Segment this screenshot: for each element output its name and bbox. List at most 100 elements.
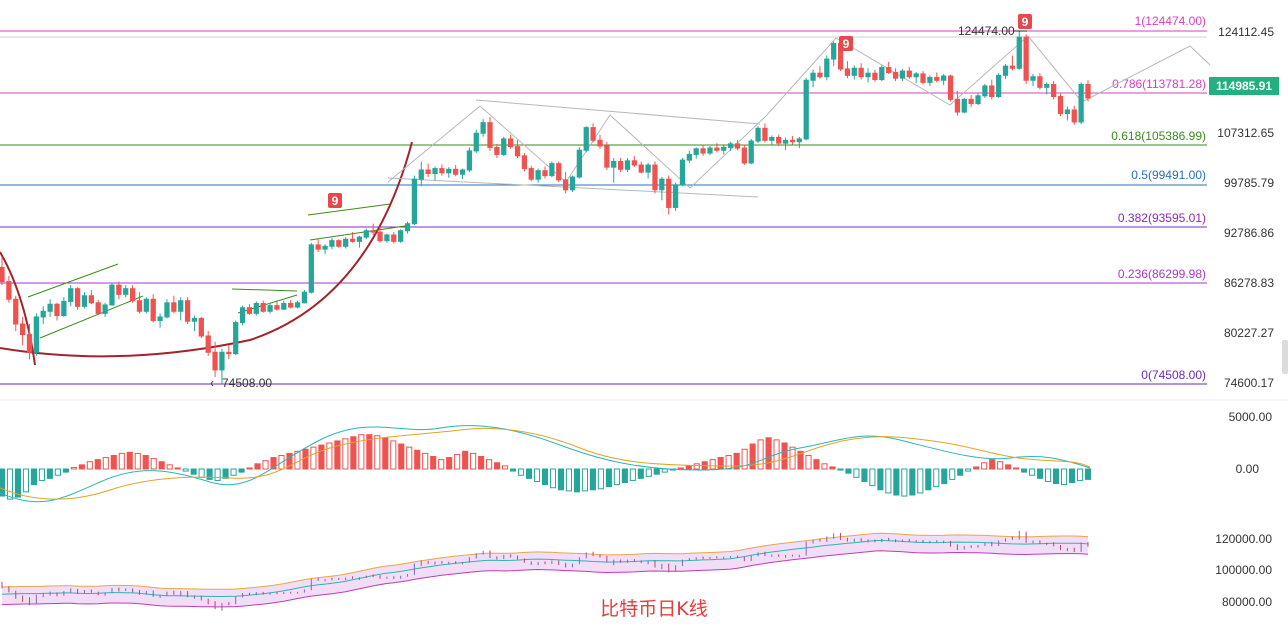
macd-bar <box>917 468 924 494</box>
macd-bar <box>94 459 101 470</box>
macd-bar <box>398 443 405 470</box>
candle-body <box>947 75 954 100</box>
macd-bar <box>102 457 109 470</box>
candle-body <box>432 168 438 175</box>
macd-bar <box>254 463 261 470</box>
y-tick-label: 107312.65 <box>1217 126 1274 140</box>
candle-body <box>178 300 184 312</box>
macd-bar <box>821 463 828 470</box>
candle-body <box>954 98 961 113</box>
macd-bar <box>446 457 453 470</box>
macd-bar <box>805 454 812 470</box>
macd-bar <box>957 468 964 476</box>
macd-bar <box>110 454 117 470</box>
candle-body <box>727 143 734 148</box>
candle-body <box>1044 84 1050 88</box>
candle-body <box>198 317 204 337</box>
channel-lower-1 <box>39 295 144 339</box>
candle-body <box>398 230 404 242</box>
candle-body <box>645 164 651 173</box>
macd-bar <box>693 463 700 470</box>
macd-bar <box>134 452 141 470</box>
y-tick-label: 124112.45 <box>1218 25 1274 39</box>
candle-body <box>865 72 871 78</box>
macd-bar <box>877 468 884 491</box>
candle-body <box>1051 84 1057 98</box>
candle-body <box>892 71 899 79</box>
candle-body <box>569 176 576 191</box>
macd-bar <box>422 452 429 470</box>
candle-body <box>941 75 947 81</box>
candle-body <box>803 79 809 140</box>
candle-body <box>906 70 912 78</box>
candle-body <box>370 230 376 233</box>
candle-body <box>549 163 555 177</box>
candle-body <box>734 143 741 149</box>
macd-bar <box>150 458 157 470</box>
macd-bar <box>62 468 69 473</box>
candle-body <box>47 303 53 312</box>
mini-candle-series <box>1 530 1089 611</box>
candle-body <box>700 148 706 154</box>
macd-bar <box>765 437 772 470</box>
macd-bar <box>142 454 149 470</box>
drawing-tools <box>0 35 1211 366</box>
macd-bar <box>981 462 988 470</box>
y-tick-label: 99785.79 <box>1224 176 1274 190</box>
fib-label-05: 0.5(99491.00) <box>1131 168 1206 182</box>
candle-body <box>226 351 232 355</box>
macd-bar <box>86 461 93 470</box>
macd-bar <box>118 452 125 470</box>
candle-body <box>927 76 933 83</box>
macd-bar <box>198 468 205 478</box>
macd-bar <box>685 465 692 470</box>
macd-bar <box>829 466 836 470</box>
candle-body <box>782 139 789 144</box>
candle-body <box>501 138 507 155</box>
high-annotation: 124474.00 <box>958 24 1015 38</box>
candle-body <box>54 303 60 317</box>
axis-scroll-handle[interactable] <box>1282 340 1288 374</box>
macd-bar <box>621 468 628 484</box>
candle-body <box>439 168 445 174</box>
macd-bar <box>525 468 533 479</box>
candle-body <box>315 244 321 250</box>
candle-body <box>260 303 266 312</box>
candle-body <box>851 67 857 76</box>
candle-body <box>116 284 122 295</box>
chart-caption: 比特币日K线 <box>600 598 707 620</box>
current-price-tag <box>1209 77 1279 95</box>
wave-path-2 <box>765 35 1211 117</box>
macd-bar <box>973 466 980 470</box>
macd-bar <box>605 468 612 488</box>
candle-body <box>590 127 596 141</box>
triangle-upper-2 <box>307 203 391 216</box>
candle-body <box>508 138 514 148</box>
candle-body <box>102 304 108 314</box>
candle-body <box>356 236 363 242</box>
macd-bar <box>182 468 189 472</box>
macd-bar <box>637 468 644 479</box>
macd-bar <box>54 468 61 476</box>
candle-body <box>1037 76 1043 88</box>
candle-body <box>576 149 582 178</box>
macd-bar <box>725 454 732 470</box>
candle-body <box>171 302 177 312</box>
candle-body <box>13 298 19 325</box>
candle-body <box>33 316 39 353</box>
candle-body <box>26 334 33 353</box>
candle-body <box>418 169 424 180</box>
signal-line <box>0 427 1091 500</box>
candle-body <box>879 67 885 81</box>
macd-bar <box>1060 468 1068 486</box>
candle-body <box>1002 65 1009 76</box>
macd-tick-label: 0.00 <box>1236 462 1260 476</box>
macd-bar <box>286 452 293 470</box>
macd-bar <box>414 449 421 470</box>
band-mid-line <box>1 539 1089 597</box>
candle-body <box>425 169 431 175</box>
macd-bar <box>909 468 916 496</box>
macd-bar <box>174 467 181 470</box>
candle-body <box>205 335 211 353</box>
macd-bar <box>262 460 269 470</box>
